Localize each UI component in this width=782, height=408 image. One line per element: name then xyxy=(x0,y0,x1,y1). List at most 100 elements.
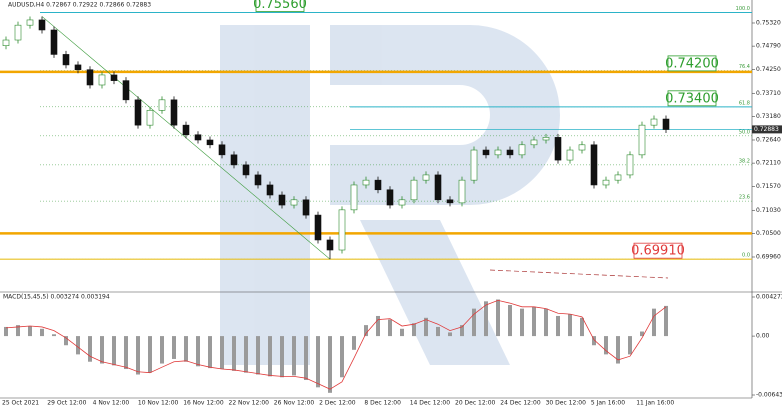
candle-body xyxy=(230,154,238,166)
candle-body xyxy=(650,118,658,126)
x-tick-label: 30 Dec 12:00 xyxy=(546,400,587,407)
level-label: 0.73400 xyxy=(665,91,719,106)
candle-body xyxy=(422,174,430,181)
candle-body xyxy=(182,124,190,136)
macd-bar xyxy=(616,336,620,364)
x-tick-label: 29 Oct 12:00 xyxy=(47,400,86,407)
macd-bar xyxy=(544,308,548,337)
macd-bar xyxy=(604,336,608,355)
macd-bar xyxy=(484,301,488,337)
candle-body xyxy=(410,179,418,201)
macd-bar xyxy=(376,315,380,337)
macd-bar xyxy=(532,306,536,337)
macd-bar xyxy=(28,326,32,337)
y-tick-label: 0.74790 xyxy=(756,43,781,50)
candle-body xyxy=(254,174,262,186)
macd-bar xyxy=(40,328,44,337)
macd-bar xyxy=(160,336,164,364)
y-tick-label: 0.71570 xyxy=(756,183,781,190)
x-tick-label: 24 Dec 12:00 xyxy=(500,400,541,407)
macd-signal xyxy=(5,299,667,390)
macd-bar xyxy=(412,323,416,337)
candle-body xyxy=(374,179,382,191)
candle-body xyxy=(122,80,130,101)
macd-bar xyxy=(172,336,176,359)
macd-bar xyxy=(508,304,512,337)
macd-bar xyxy=(148,336,152,373)
fib-label: 0.0 xyxy=(742,253,750,259)
candle-body xyxy=(434,174,442,201)
candle-body xyxy=(506,149,514,156)
x-tick-label: 16 Nov 12:00 xyxy=(183,400,224,407)
y-tick-label: 0.73710 xyxy=(756,90,781,97)
candle-body xyxy=(50,29,58,55)
candle-body xyxy=(302,199,310,216)
macd-bar xyxy=(76,336,80,355)
macd-bar xyxy=(328,336,332,393)
candle-body xyxy=(98,74,106,86)
macd-tick-label: -0.006439 xyxy=(756,392,782,399)
candle-body xyxy=(338,209,346,251)
candle-body xyxy=(2,39,10,46)
candle-body xyxy=(662,118,670,130)
candle-body xyxy=(290,199,298,206)
macd-bar xyxy=(664,305,668,337)
fib-label: 50.0 xyxy=(739,129,750,135)
chart-title: AUDUSD,H4 0.72867 0.72922 0.72866 0.7288… xyxy=(8,2,151,9)
candle-body xyxy=(494,149,502,156)
macd-bar xyxy=(316,336,320,388)
x-tick-label: 2 Dec 12:00 xyxy=(319,400,356,407)
candle-body xyxy=(350,184,358,211)
macd-title: MACD(15,45,5) 0.003274 0.003194 xyxy=(3,294,110,301)
candle-body xyxy=(62,54,70,66)
y-tick-label: 0.73180 xyxy=(756,113,781,120)
candle-body xyxy=(38,19,46,31)
macd-bar xyxy=(568,314,572,337)
candle-body xyxy=(398,199,406,206)
macd-bar xyxy=(220,336,224,370)
y-tick-label: 0.74250 xyxy=(756,66,781,73)
candle-body xyxy=(566,149,574,161)
macd-bar xyxy=(496,299,500,337)
level-label: 0.74200 xyxy=(665,56,719,71)
y-tick-label: 0.72640 xyxy=(756,136,781,143)
candle-body xyxy=(26,19,34,26)
x-tick-label: 25 Oct 2021 xyxy=(2,400,39,407)
candle-body xyxy=(206,139,214,146)
candle-body xyxy=(446,199,454,204)
candle-body xyxy=(554,137,562,161)
macd-bar xyxy=(652,308,656,337)
level-box xyxy=(667,55,717,72)
candle-body xyxy=(518,144,526,156)
fib-label: 23.6 xyxy=(739,195,750,201)
macd-bar xyxy=(556,315,560,337)
candle-body xyxy=(458,179,466,204)
x-tick-label: 5 Jan 16:00 xyxy=(591,400,625,407)
macd-bar xyxy=(244,336,248,373)
candle-body xyxy=(362,179,370,186)
macd-bar xyxy=(304,336,308,381)
candle-body xyxy=(578,144,586,151)
macd-bar xyxy=(364,325,368,337)
x-tick-label: 10 Nov 12:00 xyxy=(138,400,179,407)
candle-body xyxy=(266,184,274,196)
candle-body xyxy=(626,154,634,176)
macd-bar xyxy=(100,336,104,364)
fib-label: 76.4 xyxy=(739,64,750,70)
candle-body xyxy=(14,24,22,41)
level-box xyxy=(255,0,305,12)
level-box xyxy=(633,242,683,259)
macd-bar xyxy=(136,336,140,375)
macd-bar xyxy=(448,332,452,337)
macd-bar xyxy=(52,334,56,337)
macd-bar xyxy=(256,336,260,375)
candle-body xyxy=(386,189,394,206)
macd-tick-label: 0.00 xyxy=(756,333,770,340)
candle-body xyxy=(218,144,226,156)
fib-label: 100.0 xyxy=(736,6,750,12)
x-tick-label: 8 Dec 12:00 xyxy=(364,400,401,407)
candle-body xyxy=(542,137,550,141)
level-label: 0.69910 xyxy=(631,244,685,259)
macd-tick-label: 0.004273 xyxy=(756,294,782,301)
